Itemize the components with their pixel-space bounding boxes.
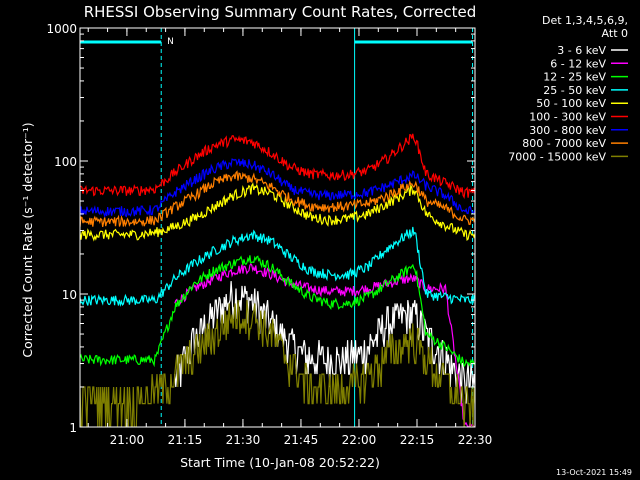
legend-label: 7000 - 15000 keV [508, 150, 606, 163]
series-line [80, 170, 475, 228]
y-tick-label: 10 [62, 288, 77, 302]
legend-header-line-2: Att 0 [602, 27, 628, 40]
x-tick-label: 21:15 [168, 433, 203, 447]
axes: 1 10 100 1000 21:00 21:15 21:30 21:45 22:00 22:15… [46, 22, 492, 447]
x-axis-label: Start Time (10-Jan-08 20:52:22) [180, 455, 380, 470]
series-line [80, 182, 475, 242]
chart-title: RHESSI Observing Summary Count Rates, Co… [84, 3, 477, 21]
series-line [174, 281, 475, 404]
y-tick-label: 100 [54, 155, 77, 169]
legend-label: 12 - 25 keV [543, 71, 606, 84]
series-line [80, 255, 475, 368]
legend-label: 3 - 6 keV [557, 44, 606, 57]
footer-timestamp: 13-Oct-2021 15:49 [556, 468, 632, 477]
x-tick-label: 22:00 [342, 433, 377, 447]
plot-frame [79, 27, 476, 428]
series-line [80, 158, 475, 219]
x-tick-label: 22:15 [400, 433, 435, 447]
annotation-label: N [167, 37, 174, 47]
y-tick-label: 1000 [46, 22, 77, 36]
x-tick-label: 22:30 [458, 433, 493, 447]
series-line [80, 300, 475, 427]
legend-label: 300 - 800 keV [529, 124, 606, 137]
legend-header-line-1: Det 1,3,4,5,6,9, [542, 14, 628, 27]
y-axis-label: Corrected Count Rate (s⁻¹ detector⁻¹) [20, 122, 35, 357]
x-tick-label: 21:00 [110, 433, 145, 447]
plot-area: N [80, 28, 475, 427]
x-tick-label: 21:30 [226, 433, 261, 447]
legend-label: 100 - 300 keV [529, 111, 606, 124]
series-line [80, 226, 475, 307]
x-tick-label: 21:45 [284, 433, 319, 447]
legend-label: 25 - 50 keV [543, 84, 606, 97]
y-tick-label: 1 [69, 421, 77, 435]
legend-label: 6 - 12 keV [550, 57, 606, 70]
legend-label: 800 - 7000 keV [522, 137, 606, 150]
legend-label: 50 - 100 keV [536, 97, 606, 110]
series-line [80, 133, 475, 200]
